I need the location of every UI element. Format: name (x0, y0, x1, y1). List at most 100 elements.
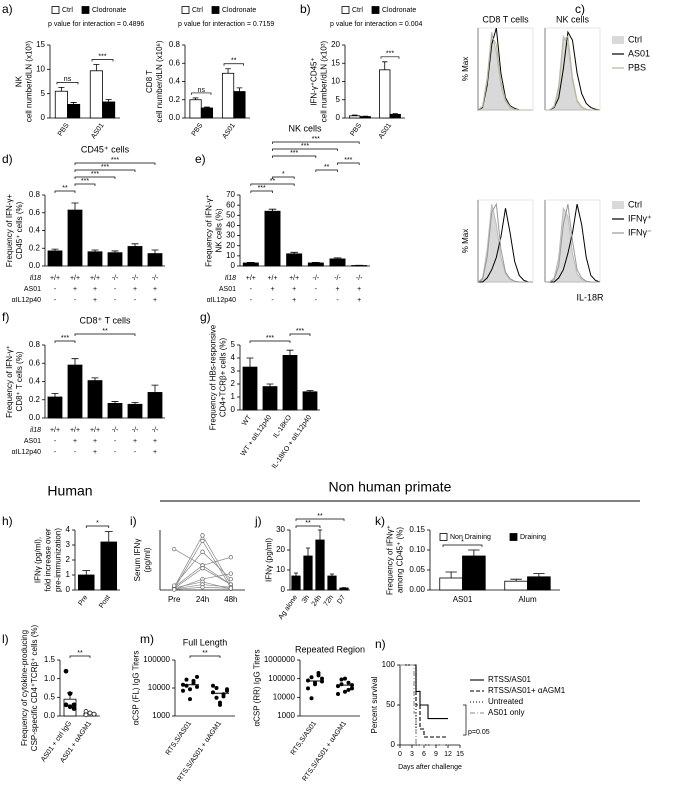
data-point (71, 706, 77, 711)
error-bar (293, 572, 299, 576)
table-row-label: αIL12p40 (12, 297, 41, 304)
legend-swatch (181, 6, 190, 14)
significance-label: *** (312, 136, 320, 143)
legend-label: Clodronate (382, 7, 416, 14)
table-cell: - (114, 286, 117, 293)
x-tick-label: RTS,S/AS01 (290, 720, 318, 757)
significance-label: ** (62, 185, 68, 192)
subject-point (200, 566, 205, 571)
y-axis-label: IFN-γ⁺CD45⁺ (309, 57, 318, 105)
data-point (63, 668, 69, 674)
significance-label: *** (386, 51, 394, 58)
y-tick-label: 4 (231, 353, 236, 362)
table-cell: + (133, 286, 137, 293)
bar (291, 575, 301, 591)
significance-bracket (250, 190, 273, 193)
bar (262, 386, 278, 411)
significance-label: ** (202, 650, 208, 657)
significance-label: * (282, 171, 285, 178)
error-bar (91, 377, 99, 381)
significance-label: * (96, 520, 99, 527)
error-bar (51, 248, 59, 251)
x-tick-label: AS01 (221, 122, 237, 140)
data-point (63, 702, 69, 708)
y-tick-label: 0.8 (29, 190, 41, 199)
y-tick-label: 1 (66, 570, 71, 579)
error-bar (510, 578, 522, 582)
bar (102, 101, 116, 119)
significance-bracket (74, 183, 96, 186)
error-bar (131, 243, 139, 247)
significance-bracket (442, 544, 483, 547)
data-point (306, 678, 310, 683)
legend-label: RTSS/AS01 (488, 675, 532, 684)
data-point (67, 704, 73, 710)
significance-label: *** (258, 185, 266, 192)
table-cell: +/+ (90, 427, 100, 434)
y-axis-label: % Max (461, 57, 470, 81)
y-tick-label: 10 (36, 64, 45, 73)
x-tick-label: 3h (301, 594, 311, 604)
y-tick-label: 0.0 (44, 711, 56, 720)
table-row-label: αIL12p40 (12, 449, 41, 456)
data-point (316, 671, 321, 676)
data-point (343, 676, 347, 681)
significance-label: ** (324, 164, 330, 171)
table-cell: + (292, 286, 296, 293)
legend-swatch (612, 36, 624, 44)
section-label: Non human primate (329, 479, 452, 495)
error-bar (111, 250, 119, 253)
bar (147, 392, 163, 419)
table-row-label: αIL12p40 (207, 297, 236, 304)
data-point (346, 680, 351, 685)
significance-label: *** (61, 335, 69, 342)
y-tick-label: 0.0 (169, 113, 181, 122)
legend-label: AS01 (628, 48, 650, 58)
error-bar (236, 87, 243, 92)
p-value-bracket (463, 704, 467, 736)
significance-bracket (54, 340, 76, 343)
data-point (225, 687, 229, 692)
error-bar (225, 68, 231, 74)
table-cell: -/- (313, 275, 320, 282)
y-axis-label: cell number/dLN (x10³) (319, 40, 328, 122)
significance-bracket (337, 162, 360, 165)
legend-label: IFNγ⁺ (628, 213, 652, 223)
y-tick-label: 100000 (143, 655, 170, 664)
table-cell: -/- (152, 427, 159, 434)
subject-point (228, 586, 233, 591)
table-cell: - (250, 297, 253, 304)
x-tick-label: PBS (57, 122, 71, 138)
subject-point (172, 583, 177, 588)
error-bar (91, 249, 99, 252)
significance-bracket (74, 169, 136, 172)
legend-label: Clodronate (92, 7, 126, 14)
bar (339, 587, 349, 591)
significance-label: *** (266, 335, 274, 342)
significance-bracket (69, 655, 91, 658)
table-row-label: Il18 (30, 275, 41, 282)
panel-label: j) (254, 514, 262, 528)
table-cell: + (93, 297, 97, 304)
legend-label: Ctrl (192, 7, 203, 14)
annotation: p value for interaction = 0.4896 (48, 21, 144, 28)
error-bar (306, 390, 314, 392)
y-axis-label: CSP-specific CD4⁺TCRβ⁺ cells (%) (30, 624, 39, 751)
x-tick-label: 3 (410, 751, 414, 758)
legend-label: AS01 only (488, 708, 524, 717)
subject-point (172, 587, 177, 592)
x-tick-label: IL-18KO (272, 414, 293, 440)
error-bar (268, 208, 277, 212)
y-axis-label: Percent survival (370, 676, 379, 733)
bar (47, 396, 63, 419)
y-tick-label: 100 (382, 660, 396, 669)
y-tick-label: 0.8 (29, 340, 41, 349)
y-axis-label: IFNγ (pg/ml) (264, 538, 273, 582)
x-tick-label: PBS (191, 122, 205, 138)
y-axis-label: cell number/dLN (x10³) (24, 40, 33, 122)
error-bar (51, 392, 59, 398)
bar (379, 69, 391, 119)
bar (89, 70, 103, 119)
significance-label: ** (77, 650, 83, 657)
table-cell: - (54, 449, 57, 456)
